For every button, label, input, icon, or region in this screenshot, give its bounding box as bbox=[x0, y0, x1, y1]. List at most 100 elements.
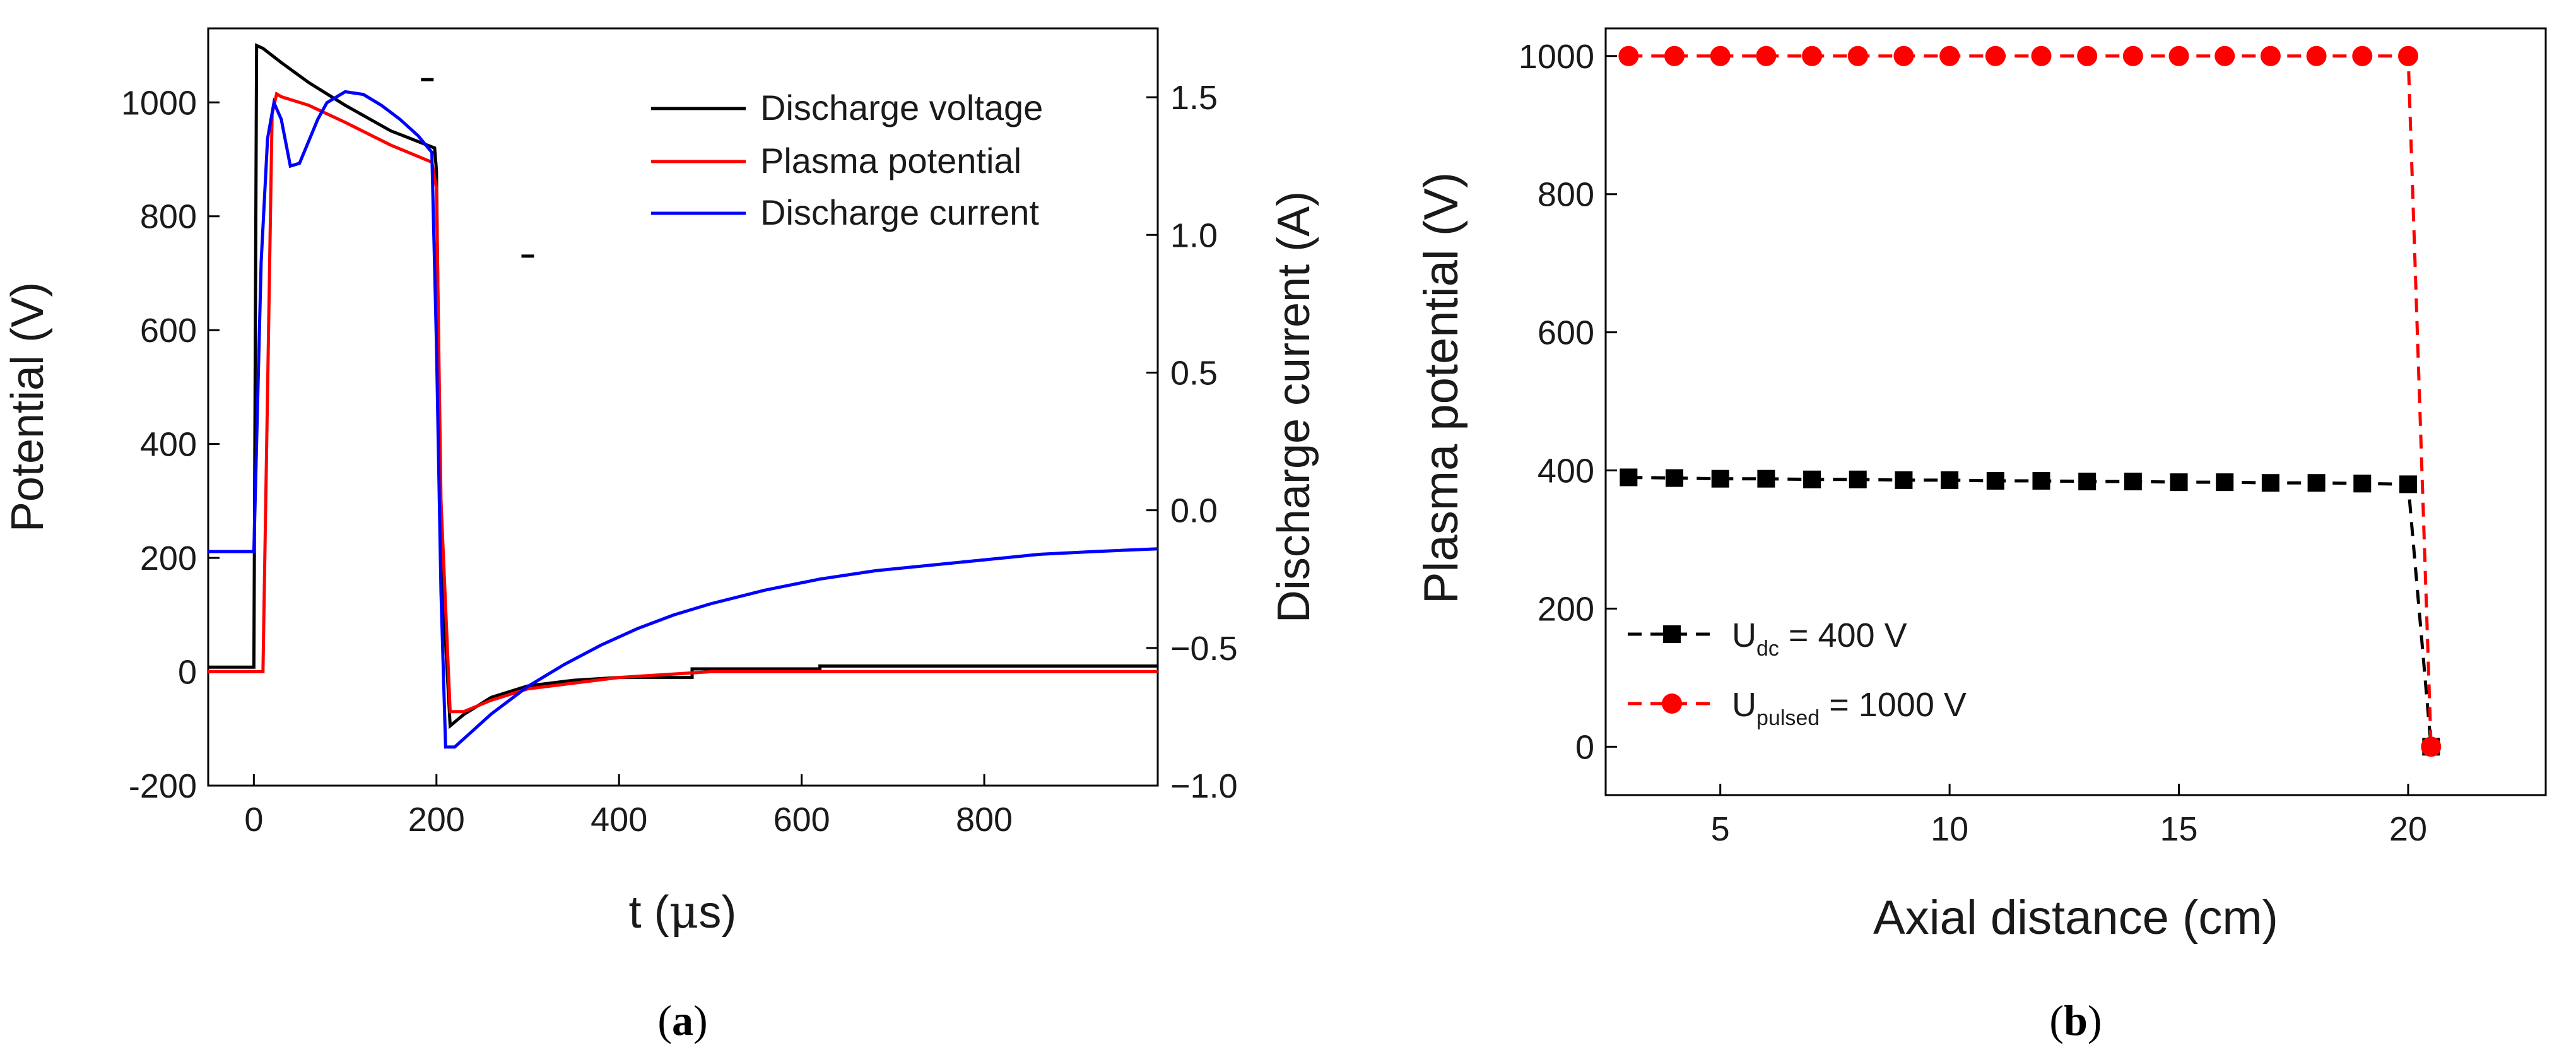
panel-a-chart: 0 200 400 600 800 -200 0 200 400 600 800 1000 −1.0… bbox=[3, 27, 1319, 938]
a-x-tick-label: 400 bbox=[591, 801, 647, 839]
a-series-plasma-potential bbox=[208, 91, 1158, 714]
b-point-dc bbox=[2307, 474, 2326, 492]
b-point-pulsed bbox=[2397, 45, 2418, 66]
a-y-tick-label: 800 bbox=[140, 198, 197, 236]
b-point-dc bbox=[1666, 469, 1684, 487]
b-point-dc bbox=[1757, 469, 1775, 488]
legend-label-discharge-current: Discharge current bbox=[760, 192, 1039, 232]
b-point-pulsed bbox=[2031, 45, 2052, 66]
b-point-pulsed bbox=[2260, 45, 2281, 66]
panel-a-series bbox=[208, 43, 1158, 749]
b-point-pulsed bbox=[1939, 45, 1960, 66]
a-x-tick-label: 600 bbox=[773, 801, 830, 839]
upulsed-label-tail: = 1000 V bbox=[1820, 686, 1967, 724]
x-label-greek-mu: μ bbox=[669, 885, 699, 938]
b-x-tick-label: 15 bbox=[2160, 810, 2197, 848]
b-point-pulsed bbox=[1618, 45, 1639, 66]
legend-label-discharge-voltage: Discharge voltage bbox=[760, 88, 1043, 127]
b-y-tick-label: 0 bbox=[1575, 728, 1594, 766]
a-y2-tick-label: 0.5 bbox=[1170, 354, 1218, 392]
b-point-dc bbox=[2170, 473, 2188, 492]
b-x-tick-label: 10 bbox=[1931, 810, 1968, 848]
caption-b-letter: b bbox=[2064, 996, 2088, 1044]
panel-b-x-axis-label: Axial distance (cm) bbox=[1873, 891, 2278, 945]
a-y2-tick-label: −1.0 bbox=[1170, 767, 1238, 805]
b-point-pulsed bbox=[2122, 45, 2143, 66]
x-label-suffix: s) bbox=[698, 887, 736, 938]
b-point-pulsed bbox=[2306, 45, 2327, 66]
panel-a-plot-frame bbox=[207, 27, 1159, 787]
caption-a: (a) bbox=[657, 996, 707, 1044]
b-y-tick-label: 1000 bbox=[1519, 38, 1594, 76]
b-point-dc bbox=[1895, 471, 1913, 489]
a-series-discharge-current bbox=[208, 90, 1158, 749]
b-point-pulsed bbox=[1847, 45, 1868, 66]
a-y2-tick-label: −0.5 bbox=[1170, 630, 1238, 668]
b-y-tick-label: 600 bbox=[1538, 314, 1594, 352]
b-point-dc bbox=[2078, 473, 2097, 491]
panel-a-y-axis-label: Potential (V) bbox=[3, 282, 53, 532]
a-y-tick-label: -200 bbox=[129, 767, 197, 805]
b-point-dc bbox=[2261, 474, 2279, 492]
b-point-pulsed bbox=[1664, 45, 1685, 66]
a-x-tick-label: 200 bbox=[408, 801, 465, 839]
panel-b-plot-frame bbox=[1604, 27, 2547, 796]
panel-a-y-ticks: -200 0 200 400 600 800 1000 bbox=[121, 84, 220, 805]
panel-b-legend: Udc = 400 V Upulsed = 1000 V bbox=[1628, 617, 1967, 730]
legend-label-udc: Udc = 400 V bbox=[1732, 617, 1907, 661]
a-y-tick-label: 600 bbox=[140, 312, 197, 350]
a-y-tick-label: 0 bbox=[178, 654, 197, 692]
legend-label-upulsed: Upulsed = 1000 V bbox=[1732, 686, 1967, 730]
upulsed-label-main: U bbox=[1732, 686, 1756, 724]
b-point-dc bbox=[2399, 475, 2417, 493]
panel-a-stray-marks bbox=[421, 78, 534, 258]
b-y-tick-label: 400 bbox=[1538, 452, 1594, 490]
b-y-tick-label: 200 bbox=[1538, 590, 1594, 628]
b-point-pulsed bbox=[1893, 45, 1914, 66]
b-point-dc bbox=[1986, 471, 2004, 490]
a-y2-tick-label: 0.0 bbox=[1170, 492, 1218, 530]
a-x-tick-label: 0 bbox=[244, 801, 263, 839]
b-point-pulsed bbox=[1710, 45, 1731, 66]
b-point-pulsed bbox=[1756, 45, 1777, 66]
b-point-dc bbox=[1620, 468, 1638, 487]
legend-marker-square bbox=[1663, 625, 1681, 643]
a-y-tick-label: 400 bbox=[140, 426, 197, 464]
caption-a-letter: a bbox=[672, 996, 693, 1044]
b-point-dc bbox=[2216, 473, 2234, 492]
a-y-tick-label: 200 bbox=[140, 540, 197, 577]
legend-marker-circle bbox=[1662, 693, 1682, 714]
b-point-dc bbox=[2124, 473, 2142, 491]
b-point-pulsed bbox=[1802, 45, 1823, 66]
b-x-tick-label: 5 bbox=[1711, 810, 1730, 848]
b-point-pulsed bbox=[2168, 45, 2189, 66]
panel-a-legend: Discharge voltage Plasma potential Disch… bbox=[651, 88, 1043, 232]
b-point-dc bbox=[2353, 475, 2372, 493]
upulsed-label-sub: pulsed bbox=[1756, 706, 1820, 730]
b-point-pulsed bbox=[2352, 45, 2373, 66]
caption-b: (b) bbox=[2049, 996, 2102, 1044]
b-x-tick-label: 20 bbox=[2389, 810, 2427, 848]
panel-a-x-ticks: 0 200 400 600 800 bbox=[244, 774, 1013, 839]
panel-a-x-axis-label: t (μs) bbox=[629, 885, 737, 938]
a-y2-tick-label: 1.5 bbox=[1170, 79, 1218, 117]
a-x-tick-label: 800 bbox=[956, 801, 1013, 839]
udc-label-tail: = 400 V bbox=[1779, 617, 1907, 654]
b-point-dc bbox=[1941, 471, 1959, 489]
b-point-dc bbox=[1849, 470, 1867, 488]
panel-b-y-axis-label: Plasma potential (V) bbox=[1414, 172, 1468, 604]
panel-a-y2-axis-label: Discharge current (A) bbox=[1269, 191, 1319, 623]
panel-a-y2-ticks: −1.0 −0.5 0.0 0.5 1.0 1.5 bbox=[1146, 79, 1238, 805]
a-y2-tick-label: 1.0 bbox=[1170, 216, 1218, 254]
panel-b-series bbox=[1618, 45, 2442, 757]
udc-label-sub: dc bbox=[1756, 637, 1779, 661]
a-y-tick-label: 1000 bbox=[121, 84, 197, 122]
b-point-pulsed bbox=[2077, 45, 2098, 66]
b-y-tick-label: 800 bbox=[1538, 176, 1594, 214]
b-point-pulsed bbox=[2214, 45, 2235, 66]
b-point-dc bbox=[2032, 471, 2050, 490]
panel-b-x-ticks: 5 10 15 20 bbox=[1711, 784, 2427, 848]
b-point-dc bbox=[1803, 470, 1821, 488]
b-point-dc bbox=[1711, 469, 1729, 488]
